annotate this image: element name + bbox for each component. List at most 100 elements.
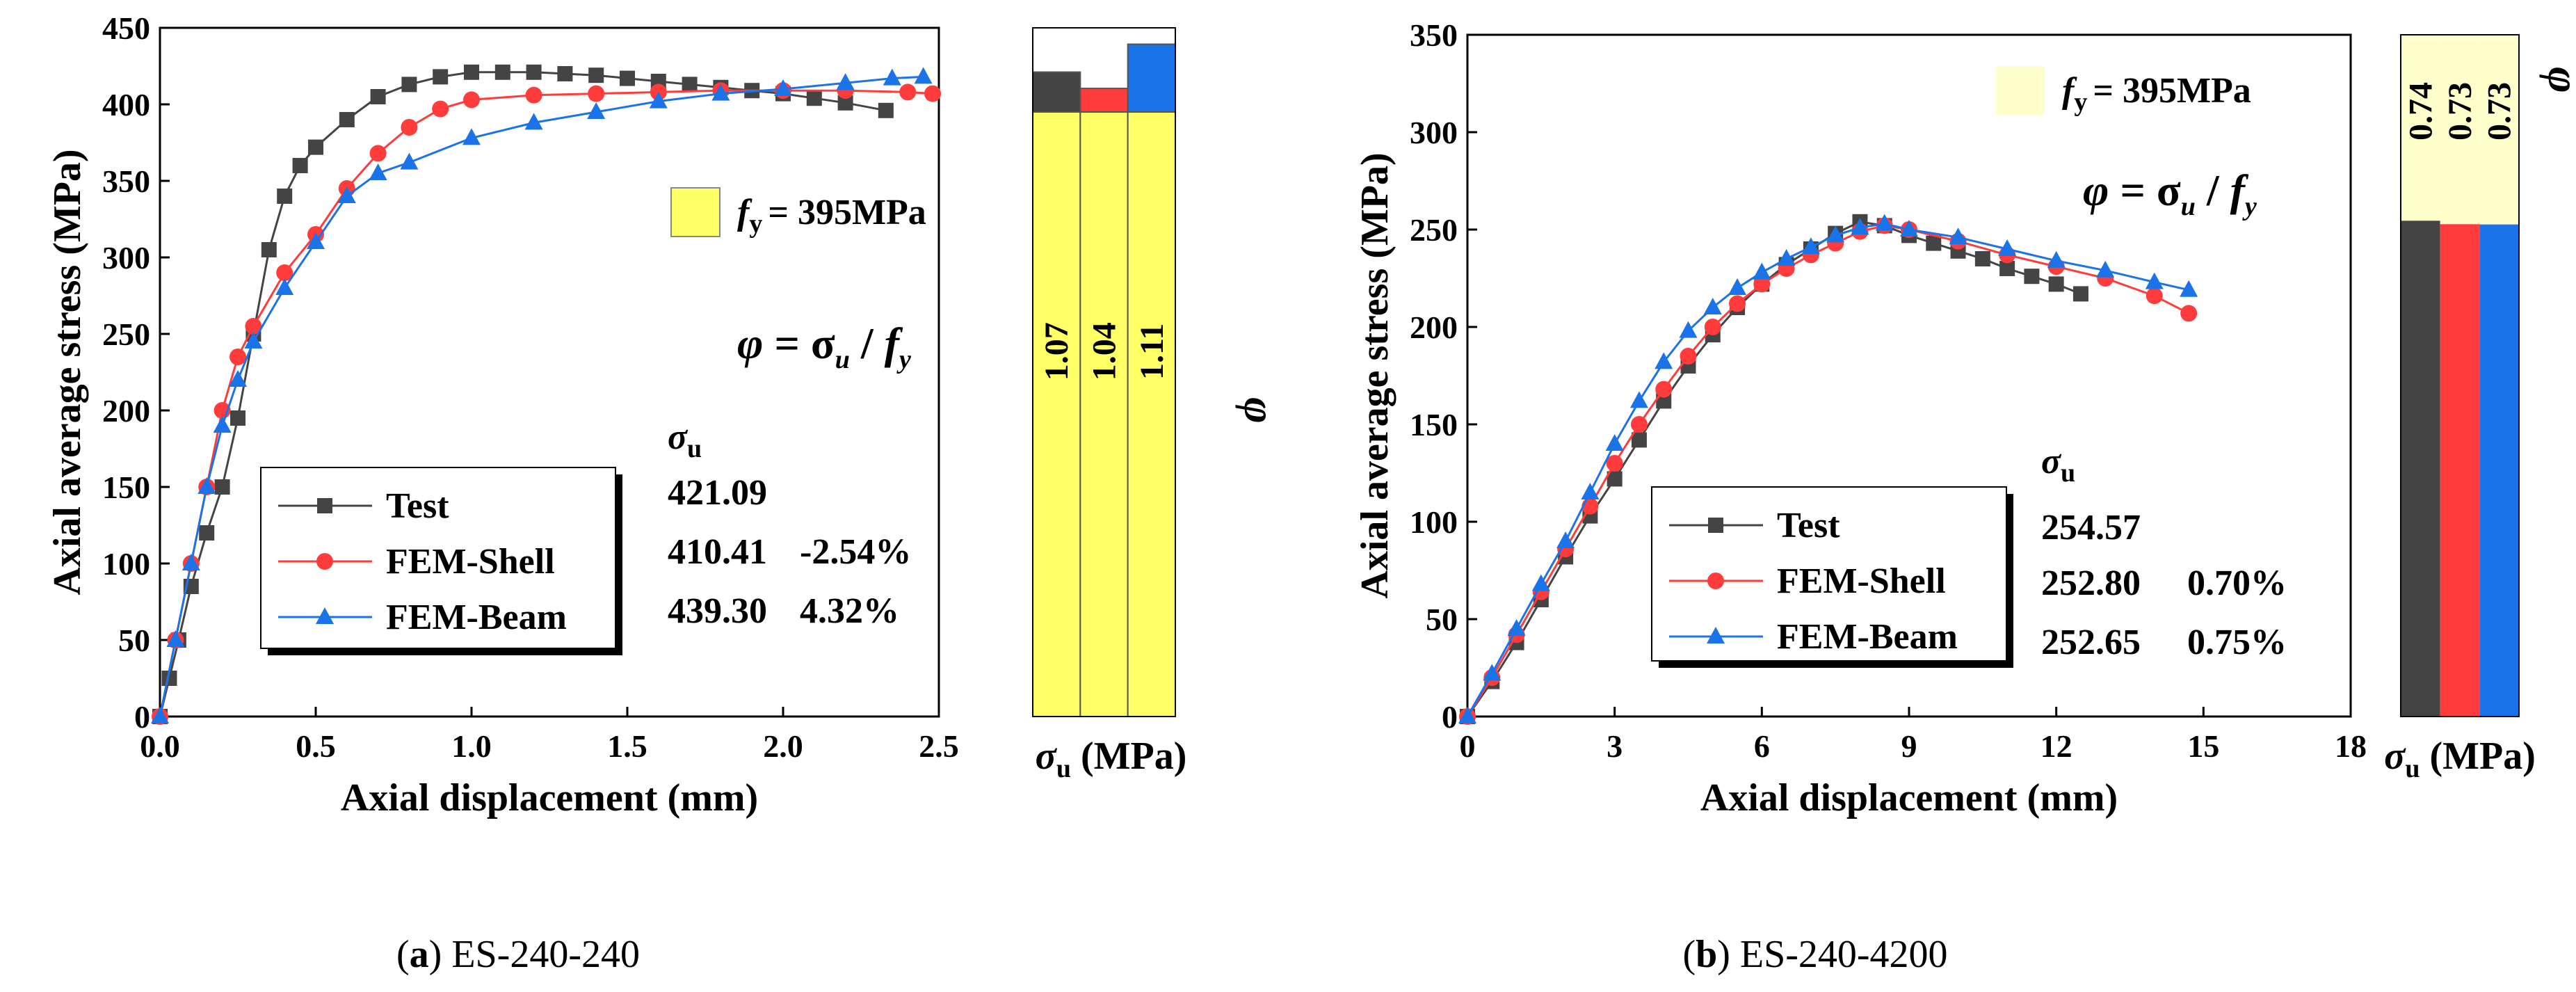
text-span: u <box>1056 754 1071 783</box>
y-tick-label: 450 <box>102 10 150 46</box>
bar-excess-segment <box>1032 71 1081 113</box>
x-tick-label: 2.0 <box>763 728 803 764</box>
data-point-circle <box>1606 455 1623 472</box>
data-point-triangle <box>524 113 543 130</box>
data-point-circle <box>2180 305 2198 322</box>
bar-ultimate-segment <box>2479 224 2519 717</box>
legend-entry-label: FEM-Beam <box>386 598 567 637</box>
y-tick-label: 50 <box>118 623 150 658</box>
fy-swatch <box>1996 66 2045 115</box>
text-span: f <box>737 193 752 232</box>
y-tick-label: 0 <box>1442 699 1458 735</box>
data-point-triangle <box>151 707 169 723</box>
text-span: u <box>835 345 850 374</box>
bar-ratio-label: 0.73 <box>2442 82 2479 141</box>
data-point-square <box>1999 261 2015 276</box>
bar-frame <box>2400 34 2520 717</box>
text-span: u <box>2181 192 2196 221</box>
data-point-square <box>370 89 386 104</box>
y-tick-label: 100 <box>102 546 150 582</box>
fy-label: fy = 395MPa <box>2062 71 2251 117</box>
data-point-triangle <box>1507 619 1526 636</box>
y-tick-label: 200 <box>102 393 150 429</box>
data-point-square <box>261 242 277 257</box>
data-point-square <box>837 95 853 111</box>
y-axis-label: Axial average stress (MPa) <box>46 149 89 595</box>
legend-entry-label: Test <box>1777 506 1840 545</box>
text-span: = 395MPa <box>768 193 926 232</box>
sigma-u-value: 252.65 <box>2041 623 2141 662</box>
y-tick-label: 350 <box>102 163 150 199</box>
data-point-triangle <box>337 186 356 203</box>
data-point-triangle <box>774 79 792 96</box>
data-point-square <box>464 64 479 80</box>
text-span: ( <box>1682 933 1696 976</box>
data-point-triangle <box>1483 664 1502 681</box>
chart-panel-1: 0 50 100 150 200 250 300 350 0 3 6 9 12 15 18 Axial dis… <box>1353 17 2576 976</box>
data-point-circle <box>1704 319 1721 335</box>
text-span: = σ <box>2120 166 2180 215</box>
sigma-u-diff: -2.54% <box>800 532 911 572</box>
text-span: σ <box>668 417 689 457</box>
text-span: y <box>749 209 762 239</box>
panel-caption: (b) ES-240-4200 <box>1682 933 1947 976</box>
bar-yield-segment <box>2479 35 2519 225</box>
data-point-triangle <box>1703 298 1722 314</box>
bar-phi-label: φ <box>2539 67 2576 93</box>
y-axis-label: Axial average stress (MPa) <box>1353 152 1396 598</box>
data-point-square <box>2048 276 2064 292</box>
bar-yield-segment <box>1127 111 1176 717</box>
data-point-square <box>588 67 604 83</box>
data-point-triangle <box>883 68 901 86</box>
data-point-circle <box>899 83 917 101</box>
fy-swatch <box>670 187 721 237</box>
data-point-triangle <box>1556 531 1575 548</box>
text-span: φ <box>2083 166 2120 215</box>
data-point-triangle <box>400 152 419 170</box>
sigma-u-value: 410.41 <box>668 532 767 572</box>
data-point-circle <box>245 318 262 335</box>
data-point-circle <box>401 119 418 136</box>
data-point-triangle <box>229 370 247 387</box>
bar-excess-segment <box>1079 88 1129 113</box>
text-span: σ <box>2384 735 2406 778</box>
bar-phi-label: φ <box>1235 397 1285 423</box>
x-axis-label: Axial displacement (mm) <box>1700 776 2118 819</box>
data-point-circle <box>588 85 605 102</box>
text-span: ) <box>429 933 442 976</box>
data-point-triangle <box>213 416 232 433</box>
data-point-triangle <box>836 73 855 90</box>
bar-frame <box>1032 27 1176 717</box>
data-point-triangle <box>711 83 730 101</box>
legend-box <box>1651 486 2007 662</box>
y-tick-label: 50 <box>1426 602 1458 637</box>
data-point-square <box>1607 471 1623 487</box>
y-tick-label: 300 <box>1410 115 1458 150</box>
text-span: ) <box>1717 933 1730 976</box>
data-point-circle <box>316 553 333 570</box>
data-point-triangle <box>1728 278 1747 295</box>
data-point-square <box>401 77 417 93</box>
plot-frame <box>159 26 940 718</box>
text-span: y <box>2242 192 2257 221</box>
data-point-square <box>199 525 215 541</box>
x-tick-label: 15 <box>2187 728 2219 764</box>
data-point-square <box>557 66 573 81</box>
data-point-triangle <box>244 332 263 349</box>
x-tick-label: 18 <box>2335 728 2367 764</box>
text-span: ( <box>396 933 410 976</box>
data-point-triangle <box>166 630 185 647</box>
bar-yield-segment <box>2401 35 2440 221</box>
data-point-circle <box>432 100 449 118</box>
data-point-square <box>620 70 635 86</box>
data-point-triangle <box>1531 574 1550 591</box>
data-point-triangle <box>182 554 200 570</box>
bar-ratio-label: 1.07 <box>1038 322 1075 381</box>
bar-ratio-label: 1.04 <box>1086 322 1123 381</box>
text-span: (MPa) <box>1071 735 1186 778</box>
bar-ultimate-segment <box>2440 224 2480 717</box>
text-span: = 395MPa <box>2093 71 2251 111</box>
text-span: f <box>2062 71 2077 111</box>
series-fem-beam <box>151 67 933 723</box>
